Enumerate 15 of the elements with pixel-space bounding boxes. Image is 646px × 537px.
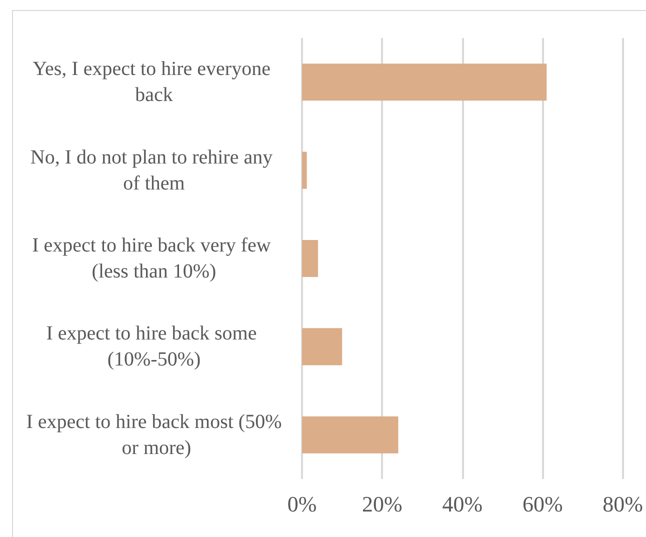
y-tick-label: I expect to hire back most (50% or more) bbox=[26, 410, 282, 459]
bar bbox=[302, 328, 342, 366]
bar bbox=[302, 240, 318, 278]
y-tick-label: I expect to hire back some (10%-50%) bbox=[46, 322, 262, 371]
y-tick-label: Yes, I expect to hire everyone back bbox=[32, 58, 276, 106]
bar bbox=[302, 152, 307, 189]
bar bbox=[302, 416, 398, 454]
x-tick-label: 80% bbox=[602, 492, 643, 516]
x-tick-label: 0% bbox=[287, 492, 317, 516]
x-tick-label: 60% bbox=[522, 492, 563, 516]
bar bbox=[302, 64, 547, 101]
x-tick-label: 20% bbox=[362, 492, 402, 516]
y-tick-label: I expect to hire back very few (less than 10%) bbox=[32, 234, 276, 282]
y-tick-label: No, I do not plan to rehire any of them bbox=[30, 146, 278, 194]
x-tick-label: 40% bbox=[442, 492, 483, 516]
